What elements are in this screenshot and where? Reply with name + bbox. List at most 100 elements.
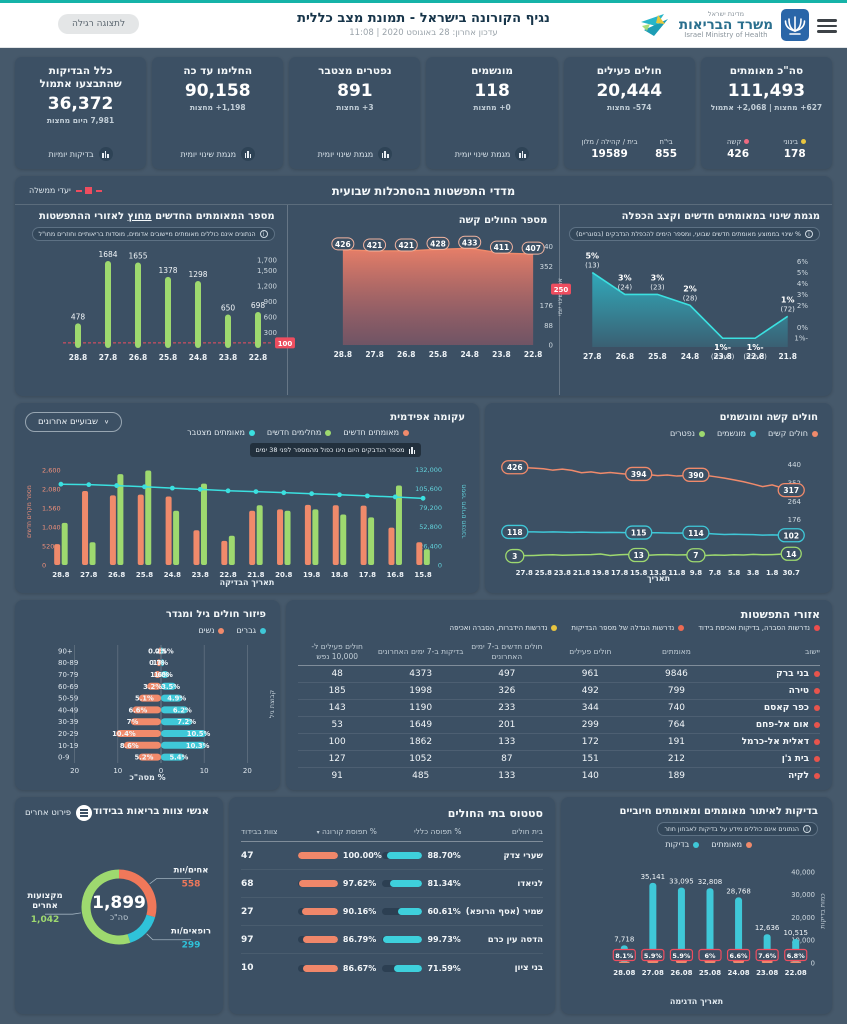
corona-occupancy-cell: 97.62% xyxy=(292,879,377,888)
new7-cell: 87 xyxy=(501,754,513,764)
svg-text:10,515: 10,515 xyxy=(783,929,808,937)
svg-text:300: 300 xyxy=(263,329,276,337)
svg-text:3.8: 3.8 xyxy=(747,569,760,577)
confirmed-cell: 740 xyxy=(667,703,686,713)
column-header[interactable]: בדיקות ב-7 ימים האחרונים xyxy=(377,646,464,656)
severe-count-chart: מספר החולים קשה 440 352 176 88 0 250 407 411 433 4… xyxy=(288,205,572,395)
chart-legend: חולים קשים מונשמים נפטרים xyxy=(670,429,818,438)
section-title: מדדי התפשטות בהסתכלות שבועית xyxy=(331,184,516,198)
svg-text:0.7%: 0.7% xyxy=(149,659,168,667)
svg-text:650: 650 xyxy=(220,303,235,312)
regular-view-button[interactable]: לתצוגה רגילה xyxy=(58,14,140,34)
legend-item: מונשמים xyxy=(717,429,756,438)
chart-icon-circle xyxy=(241,147,256,161)
column-header[interactable]: % תפוסה כללי xyxy=(413,827,462,836)
menu-icon[interactable] xyxy=(817,17,837,33)
tests7-cell: 1190 xyxy=(409,703,433,713)
kpi-title: חולים פעילים xyxy=(596,65,662,77)
svg-text:7.6%: 7.6% xyxy=(758,952,777,960)
column-header[interactable]: מאומתים xyxy=(662,646,691,656)
svg-text:23.8: 23.8 xyxy=(713,352,732,361)
svg-text:0: 0 xyxy=(159,767,163,775)
tests7-cell: 4373 xyxy=(409,669,433,679)
column-header-sorted[interactable]: % תפוסת קורונה ▾ xyxy=(316,827,377,836)
svg-text:1,042: 1,042 xyxy=(31,915,59,925)
kpi-card-1: חולים פעילים 20,444 ‎-574 מחצות בי"ח 855 בית … xyxy=(563,57,695,169)
legend-item: נדרשות הידברות, הסברה ואכיפה xyxy=(450,624,558,632)
target-badge: 250 xyxy=(551,283,572,295)
tests7-cell: 485 xyxy=(412,771,430,781)
svg-text:26.8: 26.8 xyxy=(616,352,635,361)
svg-text:478: 478 xyxy=(70,312,85,321)
svg-text:317: 317 xyxy=(783,486,799,495)
confirmed-cell: 9846 xyxy=(665,669,688,679)
kpi-subtext: ‎+0 מחצות xyxy=(473,103,511,113)
svg-text:2%: 2% xyxy=(683,284,697,293)
svg-text:5.2%: 5.2% xyxy=(135,754,154,762)
svg-text:6%: 6% xyxy=(797,258,808,266)
severe-area-svg: 440 352 176 88 0 250 407 411 433 428 421 421 426 22.8… xyxy=(331,235,572,359)
kpi-footer-link[interactable]: מגמת שינוי יומית xyxy=(289,147,420,161)
svg-text:421: 421 xyxy=(367,241,383,250)
bar-chart-icon xyxy=(102,150,109,158)
weeks-dropdown[interactable]: ∨ שבועיים אחרונים xyxy=(25,412,123,432)
chart-note: i הנתונים אינם כוללים מאומתים מיישובים אד… xyxy=(31,227,275,241)
y-axis-label-right: מספר מקרים חדשים xyxy=(25,485,33,538)
bar-chart-icon xyxy=(408,446,415,454)
svg-text:1.8: 1.8 xyxy=(766,569,779,577)
svg-text:115: 115 xyxy=(631,529,647,538)
kpi-footer-link[interactable]: מגמת שינוי יומית xyxy=(152,147,283,161)
svg-text:22.8: 22.8 xyxy=(248,353,267,362)
spread-areas-legend: נדרשות הסברה, בדיקות ואכיפת בידוד נדרשות … xyxy=(298,624,820,632)
kpi-footer-link[interactable]: בדיקות יומיות xyxy=(15,147,146,161)
general-occupancy-cell: 81.34% xyxy=(377,879,462,888)
svg-text:2%: 2% xyxy=(797,302,808,310)
others-detail-button[interactable]: פירוט אחרים xyxy=(25,805,93,821)
svg-text:-1%: -1% xyxy=(794,335,808,343)
chart-title: בדיקות לאיתור מאומתים ומאומתים חיוביים xyxy=(619,806,818,817)
tests7-cell: 1052 xyxy=(409,754,433,764)
svg-text:26.08: 26.08 xyxy=(670,969,692,977)
town-cell: כפר קאסם xyxy=(721,703,820,713)
status-dot-icon xyxy=(814,671,820,677)
svg-text:20: 20 xyxy=(243,767,252,775)
svg-text:17.8: 17.8 xyxy=(359,571,376,579)
svg-text:1,560: 1,560 xyxy=(42,504,61,512)
info-icon: i xyxy=(803,825,811,833)
kpi-footer-label: מגמת שינוי יומית xyxy=(317,149,374,159)
kpi-value: 118 xyxy=(474,81,510,102)
table-header-row: בית חולים % תפוסה כללי % תפוסת קורונה ▾ צוו… xyxy=(241,827,543,842)
svg-text:394: 394 xyxy=(631,470,647,479)
age-gender-panel: פיזור חולים גיל ומגדר גברים נשים 20 10 0 10 20 +… xyxy=(15,600,280,790)
column-header[interactable]: חולים חדשים ב-7 ימים האחרונים xyxy=(471,642,543,661)
confirmed-cell: 191 xyxy=(667,737,686,747)
town-cell: בית ג'ן xyxy=(721,754,820,764)
spread-areas-table: יישוב מאומתים חולים פעילים חולים חדשים ב-7 … xyxy=(298,642,820,784)
svg-text:28.8: 28.8 xyxy=(334,350,353,359)
svg-text:35,141: 35,141 xyxy=(641,873,666,881)
column-header[interactable]: יישוב xyxy=(804,646,820,656)
svg-text:(72): (72) xyxy=(781,305,796,313)
kpi-value: 111,493 xyxy=(727,81,806,102)
hospital-name: לניאדו xyxy=(517,878,543,889)
svg-text:1.8%: 1.8% xyxy=(154,671,173,679)
kpi-value: 891 xyxy=(337,81,373,102)
svg-text:(דעיכה): (דעיכה) xyxy=(711,353,735,361)
column-header[interactable]: חולים פעילים xyxy=(569,646,612,656)
legend-item: גברים xyxy=(236,626,266,635)
svg-text:0: 0 xyxy=(438,562,442,570)
column-header[interactable]: בית חולים xyxy=(511,827,543,836)
kpi-footer-link[interactable]: מגמת שינוי יומית xyxy=(426,147,557,161)
svg-text:40-49: 40-49 xyxy=(58,706,78,714)
legend-item: נדרשות הגדלה של מספר הבדיקות xyxy=(571,624,685,632)
staff-isolated-cell: 97 xyxy=(241,934,254,945)
svg-text:4%: 4% xyxy=(797,280,808,288)
kpi-split-label: בי"ח xyxy=(659,137,673,146)
new7-cell: 133 xyxy=(498,737,516,747)
chart-title: פיזור חולים גיל ומגדר xyxy=(165,609,266,620)
column-header[interactable]: צוות בבידוד xyxy=(241,827,278,836)
hospital-status-panel: סטטוס בתי החולים בית חולים % תפוסה כללי % … xyxy=(229,797,555,1014)
column-header[interactable]: חולים פעילים ל- 10,000 נפש xyxy=(311,642,363,661)
svg-text:900: 900 xyxy=(263,298,276,306)
weekly-spread-header: מדדי התפשטות בהסתכלות שבועית יעדי ממשלה xyxy=(15,176,832,205)
